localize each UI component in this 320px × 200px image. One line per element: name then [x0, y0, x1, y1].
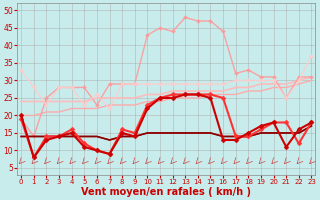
X-axis label: Vent moyen/en rafales ( km/h ): Vent moyen/en rafales ( km/h ) [81, 187, 251, 197]
